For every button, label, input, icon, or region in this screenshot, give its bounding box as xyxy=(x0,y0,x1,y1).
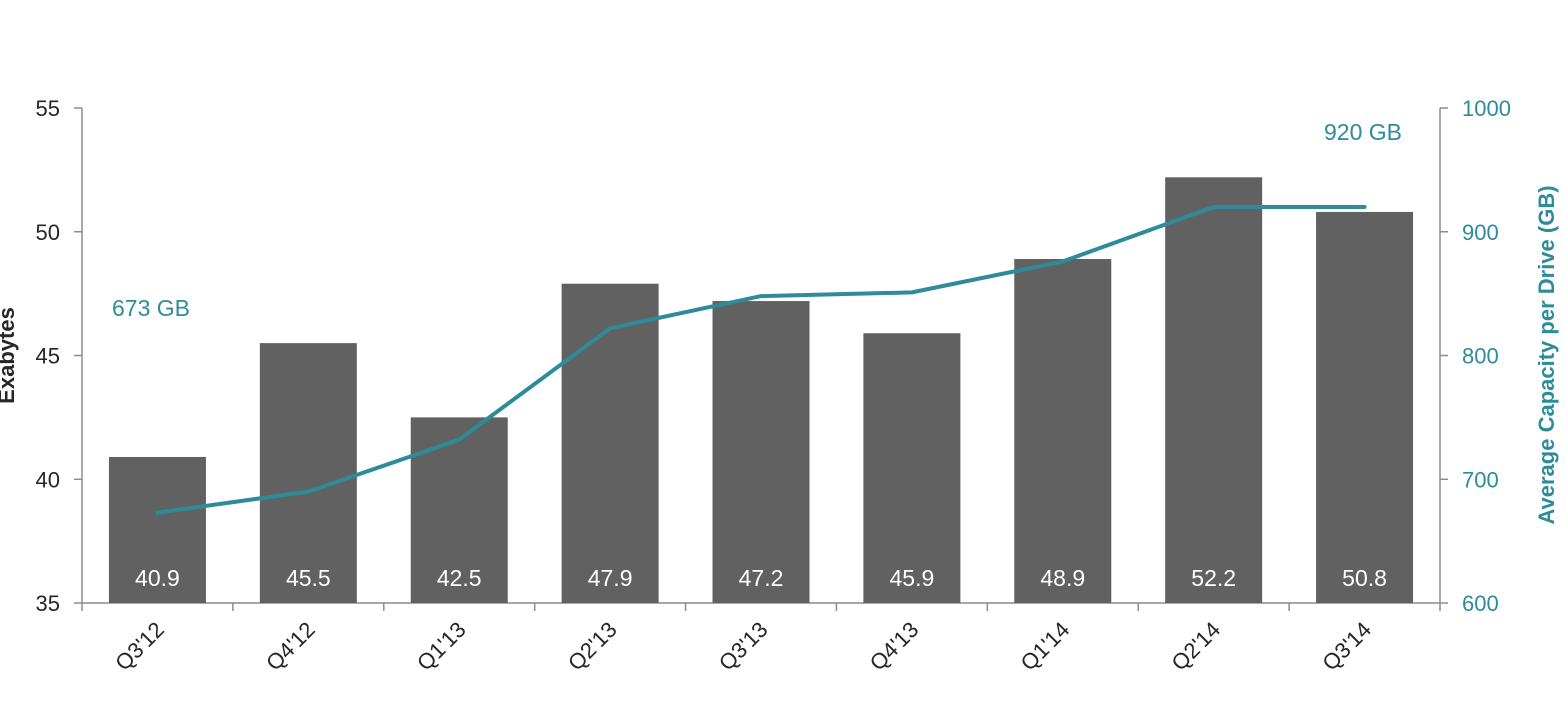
bar-data-label: 40.9 xyxy=(135,565,180,591)
bar-data-label: 52.2 xyxy=(1191,565,1236,591)
right-axis-tick-label: 900 xyxy=(1462,220,1499,245)
right-axis-tick-label: 800 xyxy=(1462,344,1499,369)
bar xyxy=(561,283,659,603)
right-axis-title: Average Capacity per Drive (GB) xyxy=(1534,185,1559,524)
left-axis-title: Exabytes xyxy=(0,307,19,404)
bar-data-label: 45.9 xyxy=(890,565,935,591)
line-group xyxy=(155,205,1367,515)
bar-data-label: 50.8 xyxy=(1342,565,1387,591)
capacity-line xyxy=(155,205,1367,515)
left-axis-tick-label: 55 xyxy=(36,96,60,121)
x-axis-tick-label: Q3'13 xyxy=(714,617,773,676)
bar xyxy=(1316,211,1414,603)
x-axis-tick-label: Q4'13 xyxy=(865,617,924,676)
bar-data-label: 47.2 xyxy=(739,565,784,591)
bar xyxy=(259,343,357,603)
bar-data-label: 45.5 xyxy=(286,565,331,591)
bar-data-label: 48.9 xyxy=(1040,565,1085,591)
left-axis-tick-label: 40 xyxy=(36,467,60,492)
annotation-first-value: 673 GB xyxy=(112,295,190,321)
labels-group: 673 GB 920 GB xyxy=(112,119,1402,321)
bar xyxy=(712,301,810,603)
bar-data-label: 47.9 xyxy=(588,565,633,591)
x-axis-tick-label: Q2'14 xyxy=(1166,617,1225,676)
bar xyxy=(410,417,508,603)
right-axis-tick-label: 1000 xyxy=(1462,96,1511,121)
bar xyxy=(863,333,961,603)
bar xyxy=(1014,258,1112,603)
bar xyxy=(1165,177,1263,604)
right-axis-tick-label: 700 xyxy=(1462,467,1499,492)
x-axis-tick-label: Q1'14 xyxy=(1016,617,1075,676)
left-axis-tick-label: 50 xyxy=(36,220,60,245)
x-axis-tick-label: Q2'13 xyxy=(563,617,622,676)
left-axis-tick-label: 35 xyxy=(36,591,60,616)
x-axis-tick-label: Q1'13 xyxy=(412,617,471,676)
x-axis-tick-label: Q3'12 xyxy=(110,617,169,676)
x-axis-tick-label: Q3'14 xyxy=(1317,617,1376,676)
bar xyxy=(108,456,206,603)
bar-data-label: 42.5 xyxy=(437,565,482,591)
right-axis-tick-label: 600 xyxy=(1462,591,1499,616)
annotation-last-value: 920 GB xyxy=(1324,119,1402,145)
bars-group: 40.9 45.5 42.5 47.9 47.2 45.9 48.9 52.2 50.8 xyxy=(108,177,1414,604)
x-axis-tick-label: Q4'12 xyxy=(261,617,320,676)
left-axis-tick-label: 45 xyxy=(36,344,60,369)
